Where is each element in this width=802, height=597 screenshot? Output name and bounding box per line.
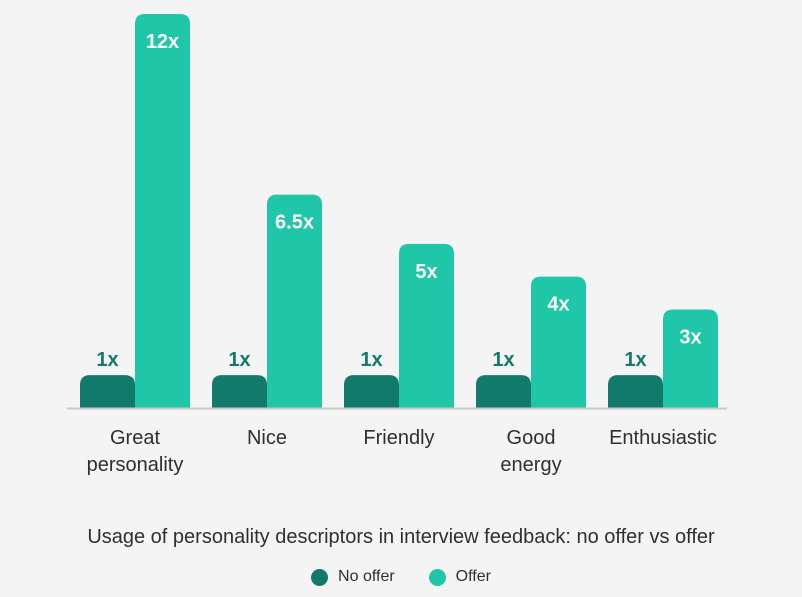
bar-no-offer [212,375,267,408]
data-label-offer: 6.5x [275,212,314,234]
bar-offer [267,194,322,408]
data-label-no-offer: 1x [228,349,250,371]
data-label-no-offer: 1x [360,349,382,371]
data-label-no-offer: 1x [96,349,118,371]
data-label-offer: 3x [679,327,701,349]
bar-offer [399,243,454,408]
category-label: Enthusiastic [609,427,717,449]
chart-title: Usage of personality descriptors in inte… [87,526,715,548]
bar-chart: 1x 12x Great personality 1x 6.5x Nice 1x 5x Frien… [67,14,727,476]
bar-no-offer [80,375,135,408]
bar-no-offer [608,375,663,408]
category-label: Friendly [363,427,434,449]
bar-offer [531,276,586,408]
legend-item-offer: Offer [428,568,491,586]
category-label: Nice [247,427,287,449]
legend: No offer Offer [0,568,802,586]
bar-no-offer [476,375,531,408]
data-label-offer: 12x [146,31,179,53]
legend-swatch-offer [428,568,446,586]
category-label: Great [110,427,160,449]
legend-label-no-offer: No offer [338,568,395,585]
category-label: Good [507,427,556,449]
category-label: energy [500,454,561,476]
bar-offer [135,14,190,408]
legend-swatch-no-offer [311,568,329,586]
legend-item-no-offer: No offer [311,568,395,586]
data-label-no-offer: 1x [624,349,646,371]
legend-label-offer: Offer [455,568,491,585]
bar-offer [663,309,718,408]
data-label-no-offer: 1x [492,349,514,371]
data-label-offer: 5x [415,261,437,283]
category-label: personality [87,454,184,476]
data-label-offer: 4x [547,294,569,316]
bar-no-offer [344,375,399,408]
